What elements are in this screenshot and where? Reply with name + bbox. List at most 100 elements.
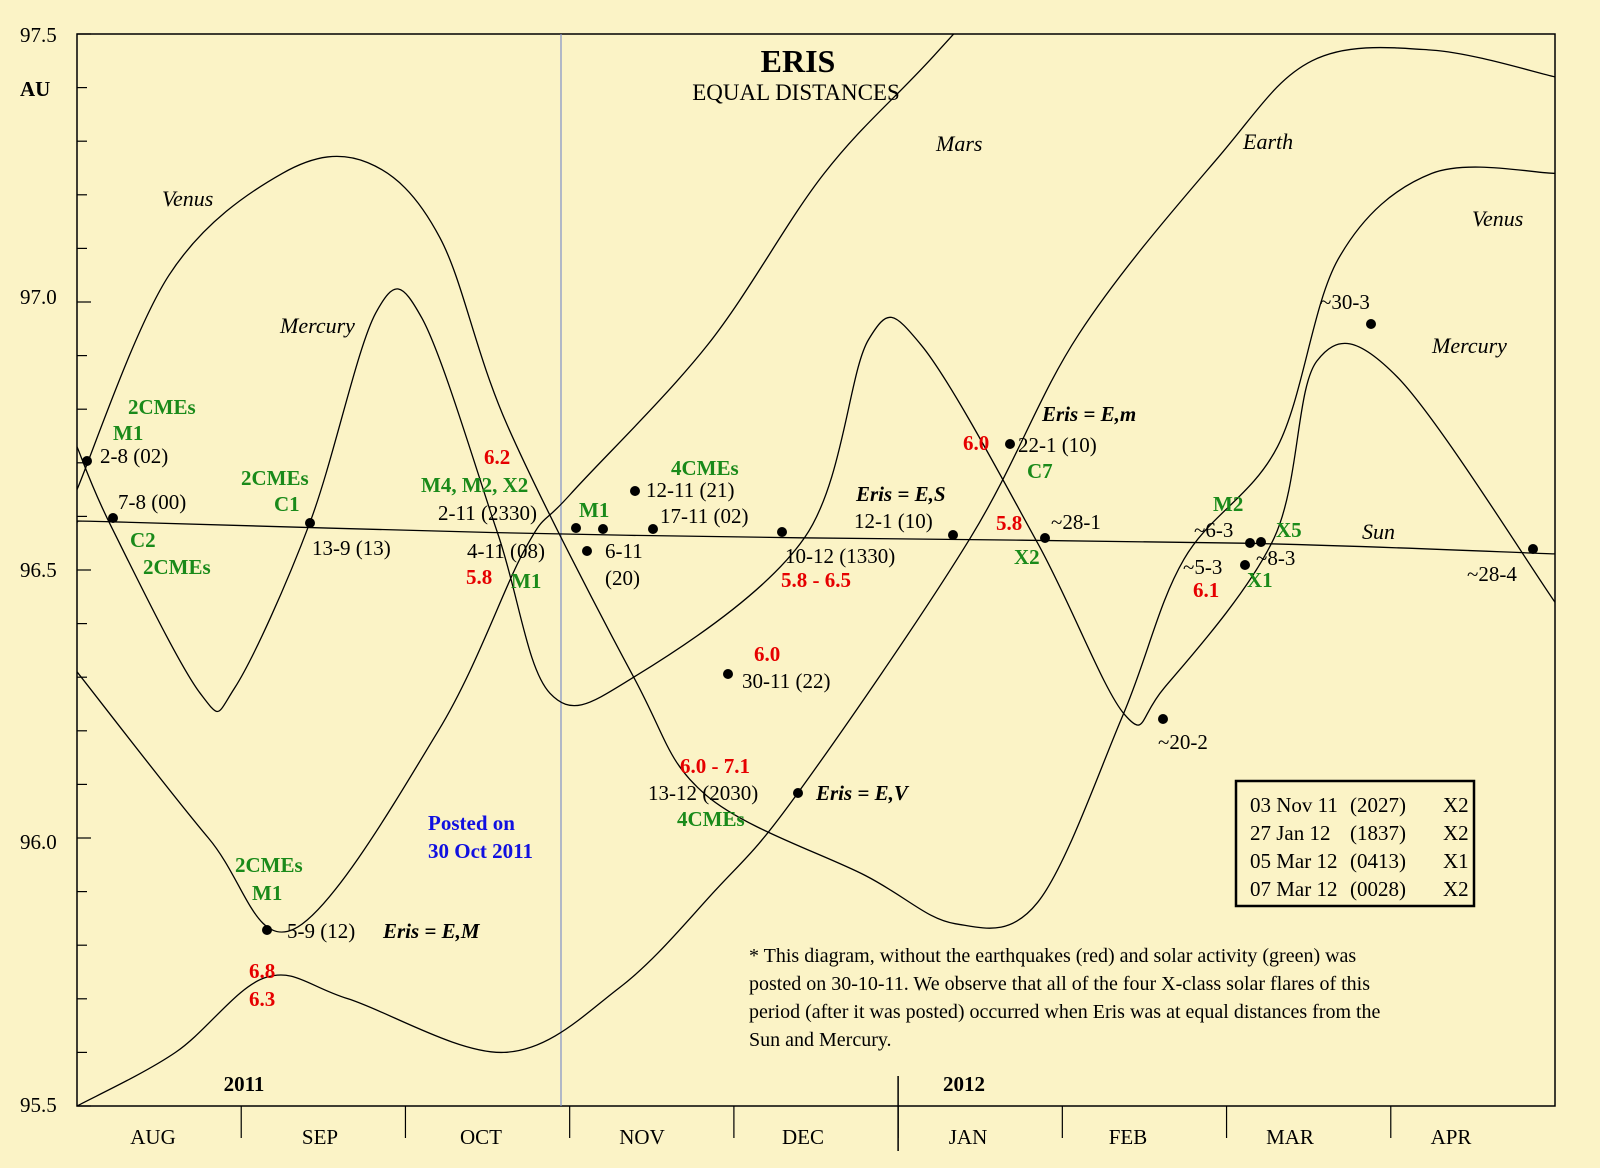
planet-label-mercury: Mercury bbox=[279, 313, 355, 338]
flare-time: (1837) bbox=[1350, 821, 1406, 845]
chart-title: ERIS bbox=[761, 43, 836, 79]
y-tick-label: 95.5 bbox=[20, 1093, 57, 1117]
date-label: 5-9 (12) bbox=[287, 919, 355, 943]
intersection-point bbox=[648, 524, 658, 534]
date-label: 22-1 (10) bbox=[1018, 433, 1097, 457]
date-label: ~8-3 bbox=[1256, 546, 1295, 570]
posted-label: Posted on bbox=[428, 811, 515, 835]
curve-mercury bbox=[77, 288, 1555, 726]
flare-class: X2 bbox=[1443, 821, 1469, 845]
solar-label: M1 bbox=[252, 881, 282, 905]
flare-date: 07 Mar 12 bbox=[1250, 877, 1338, 901]
planet-label-venus: Venus bbox=[162, 186, 213, 211]
solar-label: M1 bbox=[113, 421, 143, 445]
intersection-point bbox=[723, 669, 733, 679]
intersection-point bbox=[630, 486, 640, 496]
date-label: ~28-4 bbox=[1467, 562, 1517, 586]
quake-label: 6.1 bbox=[1193, 578, 1219, 602]
intersection-point bbox=[1240, 560, 1250, 570]
y-tick-label: 97.0 bbox=[20, 285, 57, 309]
intersection-point bbox=[793, 788, 803, 798]
intersection-point bbox=[305, 518, 315, 528]
planet-label-mercury: Mercury bbox=[1431, 333, 1507, 358]
solar-label: M1 bbox=[511, 569, 541, 593]
flare-class: X2 bbox=[1443, 877, 1469, 901]
curve-sun bbox=[77, 520, 1555, 555]
date-label: ~20-2 bbox=[1158, 730, 1208, 754]
x-ticks bbox=[240, 1076, 1392, 1151]
month-label: NOV bbox=[619, 1125, 665, 1149]
month-label: FEB bbox=[1109, 1125, 1148, 1149]
date-label: 4-11 (08) bbox=[467, 539, 545, 563]
flare-date: 03 Nov 11 bbox=[1250, 793, 1338, 817]
intersection-point bbox=[1005, 439, 1015, 449]
flare-class: X2 bbox=[1443, 793, 1469, 817]
solar-label: X1 bbox=[1247, 568, 1273, 592]
intersection-point bbox=[1528, 544, 1538, 554]
solar-label: 2CMEs bbox=[128, 395, 196, 419]
eris-equality-label: Eris = E,S bbox=[855, 482, 946, 506]
note-line: period (after it was posted) occurred wh… bbox=[749, 1001, 1381, 1023]
intersection-points bbox=[82, 319, 1538, 935]
solar-label: 2CMEs bbox=[143, 555, 211, 579]
date-label: ~28-1 bbox=[1051, 510, 1101, 534]
intersection-point bbox=[1040, 533, 1050, 543]
planet-label-sun: Sun bbox=[1362, 519, 1395, 544]
date-label: 13-12 (2030) bbox=[648, 781, 758, 805]
year-label: 2011 bbox=[224, 1072, 265, 1096]
solar-label: 2CMEs bbox=[235, 853, 303, 877]
intersection-point bbox=[262, 925, 272, 935]
intersection-point bbox=[948, 530, 958, 540]
quake-label: 5.8 - 6.5 bbox=[781, 568, 851, 592]
date-label: 7-8 (00) bbox=[118, 490, 186, 514]
solar-label: 4CMEs bbox=[677, 807, 745, 831]
date-label: 30-11 (22) bbox=[742, 669, 830, 693]
flare-time: (2027) bbox=[1350, 793, 1406, 817]
y-axis-label: AU bbox=[20, 77, 50, 101]
solar-label: M4, M2, X2 bbox=[421, 473, 528, 497]
solar-label: X5 bbox=[1276, 518, 1302, 542]
date-label: ~5-3 bbox=[1183, 555, 1222, 579]
month-label: DEC bbox=[782, 1125, 824, 1149]
planet-label-mars: Mars bbox=[935, 131, 982, 156]
flare-time: (0413) bbox=[1350, 849, 1406, 873]
intersection-point bbox=[1366, 319, 1376, 329]
x-flare-box bbox=[1234, 779, 1476, 908]
solar-label: M2 bbox=[1213, 492, 1243, 516]
chart-subtitle: EQUAL DISTANCES bbox=[692, 80, 900, 105]
solar-label: C7 bbox=[1027, 459, 1053, 483]
planet-label-venus: Venus bbox=[1472, 206, 1523, 231]
month-label: OCT bbox=[460, 1125, 502, 1149]
note-line: posted on 30-10-11. We observe that all … bbox=[749, 973, 1370, 995]
intersection-point bbox=[82, 456, 92, 466]
date-label: 13-9 (13) bbox=[312, 536, 391, 560]
date-label: 6-11 bbox=[605, 539, 643, 563]
quake-label: 6.3 bbox=[249, 987, 275, 1011]
quake-label: 6.2 bbox=[484, 445, 510, 469]
x-flare-table: 03 Nov 11 (2027) X2 27 Jan 12 (1837) X2 … bbox=[1234, 779, 1476, 908]
date-label: 10-12 (1330) bbox=[785, 544, 895, 568]
date-label: ~30-3 bbox=[1320, 290, 1370, 314]
solar-label: C2 bbox=[130, 528, 156, 552]
year-label: 2012 bbox=[943, 1072, 985, 1096]
flare-date: 05 Mar 12 bbox=[1250, 849, 1338, 873]
y-tick-label: 97.5 bbox=[20, 23, 57, 47]
flare-class: X1 bbox=[1443, 849, 1469, 873]
intersection-point bbox=[1256, 537, 1266, 547]
date-label: ~6-3 bbox=[1194, 518, 1233, 542]
curve-venus bbox=[77, 155, 1555, 929]
month-label: JAN bbox=[949, 1125, 988, 1149]
y-tick-label: 96.5 bbox=[20, 558, 57, 582]
intersection-point bbox=[598, 524, 608, 534]
date-label: 2-11 (2330) bbox=[438, 501, 537, 525]
month-label: MAR bbox=[1266, 1125, 1314, 1149]
date-label: 12-1 (10) bbox=[854, 509, 933, 533]
planet-label-earth: Earth bbox=[1242, 129, 1293, 154]
quake-label: 6.0 - 7.1 bbox=[680, 754, 750, 778]
solar-label: C1 bbox=[274, 492, 300, 516]
solar-label: 2CMEs bbox=[241, 466, 309, 490]
date-label: (20) bbox=[605, 566, 640, 590]
month-label: AUG bbox=[130, 1125, 176, 1149]
eris-equality-label: Eris = E,V bbox=[815, 781, 910, 805]
quake-label: 6.8 bbox=[249, 959, 275, 983]
